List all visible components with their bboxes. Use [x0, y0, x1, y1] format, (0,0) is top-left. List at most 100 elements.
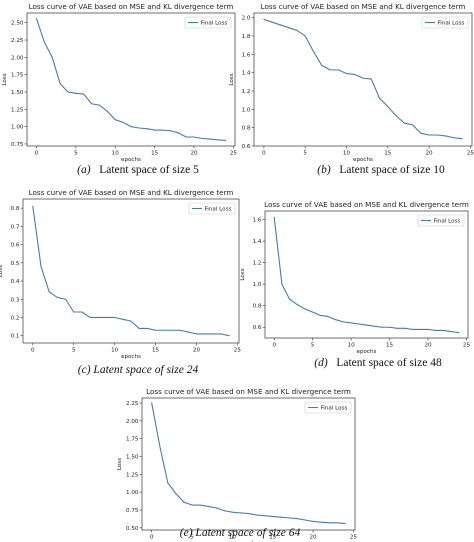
data-point-c1-13 — [370, 78, 372, 80]
chart-panel-e: Loss curve of VAE based on MSE and KL di… — [102, 378, 360, 542]
data-point-c1-17 — [403, 122, 405, 124]
data-point-c2-9 — [105, 316, 108, 319]
data-point-c3-0 — [273, 216, 275, 219]
data-point-c4-18 — [296, 518, 298, 520]
legend-box-c1 — [421, 16, 469, 29]
x-axis-label-c2: epochs — [121, 354, 141, 360]
data-point-c3-12 — [365, 324, 368, 326]
caption-text-a: Latent space of size 5 — [99, 164, 199, 176]
y-tick-label-c0-7: 2.50 — [11, 21, 24, 27]
data-point-c0-19 — [185, 136, 187, 138]
data-point-c0-12 — [130, 126, 132, 128]
legend-label-c4: Final Loss — [321, 406, 348, 412]
data-point-c4-16 — [280, 516, 282, 518]
data-point-c1-22 — [445, 135, 447, 137]
legend-box-c0 — [184, 16, 232, 29]
data-point-c2-24 — [228, 335, 230, 337]
caption-letter-a: (a) — [77, 164, 91, 176]
x-tick-label-c4-3: 15 — [269, 535, 277, 541]
x-tick-label-c3-4: 20 — [424, 343, 432, 349]
x-tick-label-c0-4: 20 — [190, 151, 198, 157]
y-tick-label-c1-7: 2.0 — [242, 16, 251, 22]
data-point-c2-14 — [146, 327, 148, 329]
data-point-c3-8 — [335, 319, 337, 321]
data-point-c4-12 — [247, 513, 250, 515]
x-tick-label-c3-1: 5 — [311, 343, 315, 349]
data-point-c0-23 — [217, 139, 219, 141]
data-point-c2-18 — [179, 329, 181, 331]
x-tick-label-c0-1: 5 — [74, 151, 78, 157]
caption-a: (a) Latent space of size 5 — [58, 164, 218, 176]
series-line-c4-0 — [151, 402, 346, 525]
x-tick-label-c2-4: 20 — [193, 348, 201, 354]
x-tick-label-c0-0: 0 — [35, 151, 39, 157]
data-point-c3-24 — [458, 332, 460, 334]
loss-chart-b: Loss curve of VAE based on MSE and KL di… — [229, 2, 474, 163]
x-axis-label-c3: epochs — [357, 349, 377, 355]
x-tick-label-c1-0: 0 — [262, 151, 266, 157]
x-tick-label-c3-0: 0 — [272, 343, 276, 349]
x-tick-label-c3-2: 10 — [348, 343, 356, 349]
data-point-c4-19 — [304, 519, 306, 521]
y-tick-label-c2-3: 0.4 — [11, 279, 20, 285]
x-tick-label-c2-5: 25 — [234, 348, 242, 354]
data-point-c0-14 — [146, 128, 148, 130]
data-point-c0-16 — [161, 129, 164, 131]
caption-text-b: Latent space of size 10 — [339, 164, 445, 176]
data-point-c3-7 — [327, 315, 329, 318]
plot-frame-c3 — [264, 210, 469, 339]
data-point-c0-2 — [51, 56, 53, 58]
data-point-c2-1 — [40, 265, 42, 267]
data-point-c0-6 — [83, 93, 85, 95]
data-point-c2-20 — [195, 333, 198, 335]
caption-b: (b) Latent space of size 10 — [296, 164, 466, 176]
data-point-c4-11 — [239, 512, 241, 514]
y-tick-label-c2-7: 0.8 — [11, 206, 20, 212]
chart-panel-a: Loss curve of VAE based on MSE and KL di… — [0, 0, 237, 165]
y-tick-label-c3-4: 1.4 — [253, 239, 262, 245]
legend-box-c2 — [188, 202, 236, 215]
data-point-c4-10 — [231, 511, 233, 513]
chart-title-c1: Loss curve of VAE based on MSE and KL di… — [261, 2, 466, 11]
data-point-c4-3 — [175, 493, 177, 495]
y-tick-label-c1-0: 0.6 — [242, 144, 251, 150]
x-axis-label-c1: epochs — [353, 157, 373, 163]
data-point-c2-16 — [163, 329, 165, 331]
y-tick-label-c4-0: 0.50 — [126, 526, 139, 532]
y-tick-label-c1-5: 1.6 — [242, 52, 251, 58]
y-tick-label-c4-3: 1.25 — [126, 472, 139, 478]
y-tick-label-c4-5: 1.75 — [126, 437, 139, 443]
data-point-c2-23 — [220, 333, 222, 335]
chart-panel-c: Loss curve of VAE based on MSE and KL di… — [0, 181, 242, 366]
x-tick-label-c0-3: 15 — [151, 151, 159, 157]
caption-e: (e) Latent space of size 64 — [150, 527, 330, 539]
data-point-c0-10 — [114, 119, 116, 121]
data-point-c2-7 — [89, 316, 91, 319]
x-tick-label-c3-3: 15 — [386, 343, 394, 349]
data-point-c3-19 — [419, 328, 421, 330]
data-point-c2-12 — [130, 320, 132, 322]
caption-text-c: (c) Latent space of size 24 — [77, 364, 199, 376]
y-tick-label-c1-3: 1.2 — [242, 89, 251, 95]
y-axis-label-c0: Loss — [2, 73, 8, 85]
data-point-c3-14 — [381, 326, 383, 328]
data-point-c0-21 — [201, 137, 203, 139]
data-point-c3-9 — [342, 321, 344, 323]
data-point-c4-7 — [207, 505, 209, 508]
legend-box-c4 — [304, 401, 352, 414]
y-tick-label-c0-4: 1.75 — [11, 73, 24, 79]
caption-letter-b: (b) — [317, 164, 331, 176]
y-tick-label-c3-3: 1.2 — [253, 261, 262, 267]
loss-chart-c: Loss curve of VAE based on MSE and KL di… — [0, 188, 242, 360]
y-tick-label-c3-5: 1.6 — [253, 218, 262, 224]
data-point-c3-17 — [404, 327, 406, 329]
data-point-c1-11 — [354, 73, 356, 76]
y-tick-label-c2-0: 0.1 — [11, 334, 20, 340]
chart-title-c0: Loss curve of VAE based on MSE and KL di… — [29, 2, 234, 11]
data-point-c3-13 — [373, 325, 375, 327]
data-point-c3-4 — [304, 308, 306, 310]
data-point-c1-12 — [362, 77, 364, 79]
data-point-c4-0 — [151, 402, 153, 404]
y-axis-label-c2: Loss — [0, 265, 4, 277]
data-point-c0-4 — [67, 91, 69, 93]
